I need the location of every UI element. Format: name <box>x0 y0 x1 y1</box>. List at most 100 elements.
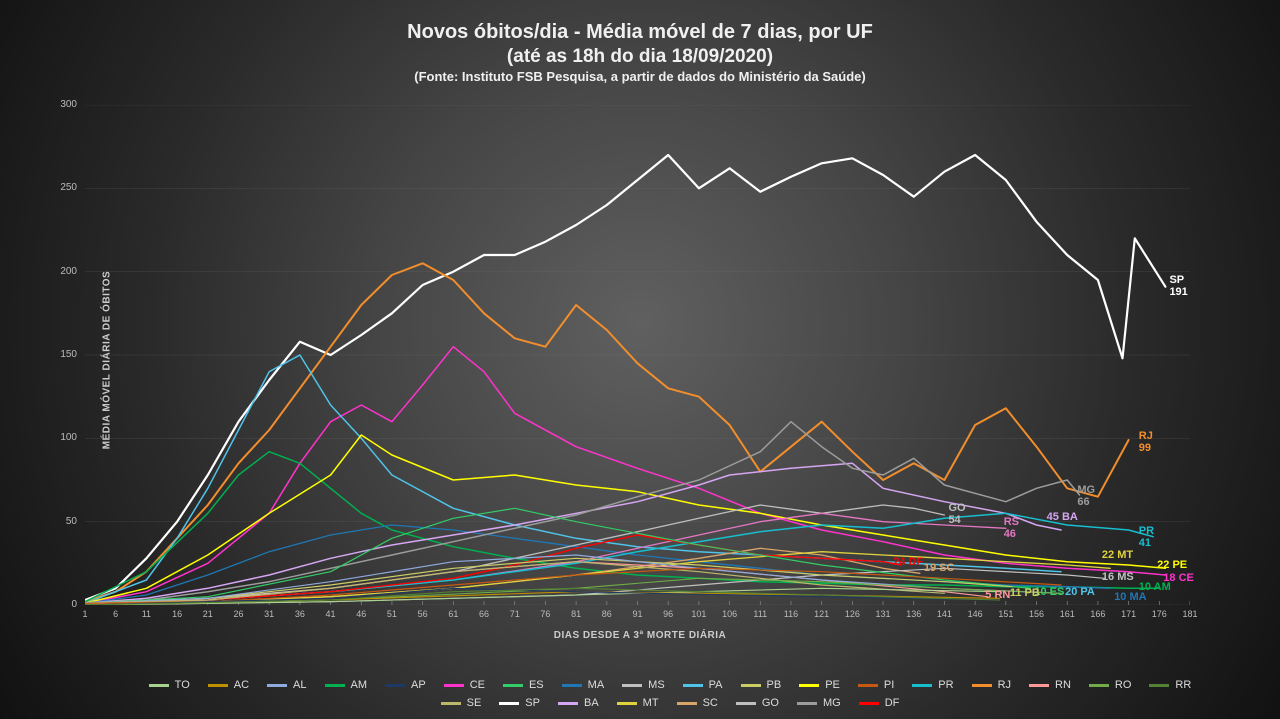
legend-item: TO <box>149 679 190 691</box>
legend-label: CE <box>470 679 485 691</box>
chart-title: Novos óbitos/dia - Média móvel de 7 dias… <box>0 20 1280 85</box>
legend-item: ES <box>503 679 544 691</box>
y-tick-label: 150 <box>47 349 77 360</box>
chart-root: Novos óbitos/dia - Média móvel de 7 dias… <box>0 0 1280 719</box>
x-tick-label: 156 <box>1029 609 1044 619</box>
legend-item: GO <box>736 697 779 709</box>
series-end-label: 22 MT <box>1102 549 1133 561</box>
title-line1: Novos óbitos/dia - Média móvel de 7 dias… <box>0 20 1280 45</box>
x-tick-label: 176 <box>1152 609 1167 619</box>
x-tick-label: 126 <box>845 609 860 619</box>
x-tick-label: 121 <box>814 609 829 619</box>
legend-item: RO <box>1089 679 1132 691</box>
legend-swatch <box>499 702 519 705</box>
x-tick-label: 36 <box>295 609 305 619</box>
legend-swatch <box>1089 684 1109 687</box>
x-tick-label: 81 <box>571 609 581 619</box>
legend-swatch <box>799 684 819 687</box>
x-tick-label: 111 <box>753 609 767 619</box>
legend-swatch <box>912 684 932 687</box>
y-tick-label: 100 <box>47 432 77 443</box>
legend-item: SP <box>499 697 540 709</box>
legend-swatch <box>1149 684 1169 687</box>
series-end-label: 11 PB <box>1010 587 1040 599</box>
legend-label: DF <box>885 697 900 709</box>
y-tick-label: 200 <box>47 266 77 277</box>
series-end-label: SP191 <box>1169 274 1187 298</box>
legend-label: SC <box>703 697 718 709</box>
legend-label: MT <box>643 697 659 709</box>
legend-label: RO <box>1115 679 1132 691</box>
legend-item: AM <box>325 679 368 691</box>
y-tick-label: 250 <box>47 182 77 193</box>
x-tick-label: 136 <box>906 609 921 619</box>
legend-label: PR <box>938 679 953 691</box>
legend-swatch <box>736 702 756 705</box>
legend-swatch <box>617 702 637 705</box>
legend-item: PE <box>799 679 840 691</box>
legend-label: RJ <box>998 679 1011 691</box>
series-end-label: RS46 <box>1004 516 1019 540</box>
legend-swatch <box>741 684 761 687</box>
legend-item: PR <box>912 679 953 691</box>
legend-swatch <box>562 684 582 687</box>
series-end-label: GO54 <box>948 502 965 526</box>
series-line <box>85 452 1159 602</box>
x-tick-label: 41 <box>326 609 336 619</box>
legend-item: PB <box>741 679 782 691</box>
series-end-label: 19 SC <box>924 562 955 574</box>
legend-item: PA <box>683 679 723 691</box>
legend-label: PA <box>709 679 723 691</box>
x-tick-label: 146 <box>968 609 983 619</box>
legend-label: AC <box>234 679 249 691</box>
legend-swatch <box>149 684 169 687</box>
legend-label: PB <box>767 679 782 691</box>
legend-swatch <box>797 702 817 705</box>
legend-item: RR <box>1149 679 1191 691</box>
legend-swatch <box>503 684 523 687</box>
x-tick-label: 61 <box>448 609 458 619</box>
x-tick-label: 151 <box>998 609 1013 619</box>
y-tick-label: 50 <box>47 516 77 527</box>
x-tick-label: 16 <box>172 609 182 619</box>
series-end-label: 45 BA <box>1047 511 1078 523</box>
legend-item: MT <box>617 697 659 709</box>
legend-item: PI <box>858 679 894 691</box>
legend-label: AL <box>293 679 306 691</box>
plot-area <box>85 105 1190 605</box>
series-end-label: 20 PA <box>1065 586 1095 598</box>
legend-label: MS <box>648 679 665 691</box>
x-tick-label: 46 <box>356 609 366 619</box>
legend-label: BA <box>584 697 599 709</box>
legend-swatch <box>208 684 228 687</box>
legend-swatch <box>858 684 878 687</box>
y-tick-label: 0 <box>47 599 77 610</box>
legend-swatch <box>972 684 992 687</box>
legend-label: RN <box>1055 679 1071 691</box>
legend-item: RN <box>1029 679 1071 691</box>
series-end-label: 24 DF <box>893 556 923 568</box>
legend-item: AC <box>208 679 249 691</box>
x-tick-label: 1 <box>82 609 87 619</box>
series-line <box>85 535 902 603</box>
x-tick-label: 76 <box>540 609 550 619</box>
x-tick-label: 31 <box>264 609 274 619</box>
x-tick-label: 86 <box>602 609 612 619</box>
x-tick-label: 66 <box>479 609 489 619</box>
series-end-label: 10 MA <box>1114 591 1146 603</box>
legend-swatch <box>1029 684 1049 687</box>
x-tick-label: 181 <box>1182 609 1197 619</box>
x-tick-label: 161 <box>1060 609 1075 619</box>
x-tick-label: 71 <box>510 609 520 619</box>
legend-item: MA <box>562 679 605 691</box>
legend-label: AP <box>411 679 426 691</box>
y-tick-label: 300 <box>47 99 77 110</box>
legend-item: AL <box>267 679 306 691</box>
legend-label: MA <box>588 679 605 691</box>
x-tick-label: 56 <box>418 609 428 619</box>
legend-item: MG <box>797 697 841 709</box>
legend-swatch <box>677 702 697 705</box>
legend: TOACALAMAPCEESMAMSPAPBPEPIPRRJRNRORRSESP… <box>120 679 1220 709</box>
legend-label: ES <box>529 679 544 691</box>
legend-label: AM <box>351 679 368 691</box>
